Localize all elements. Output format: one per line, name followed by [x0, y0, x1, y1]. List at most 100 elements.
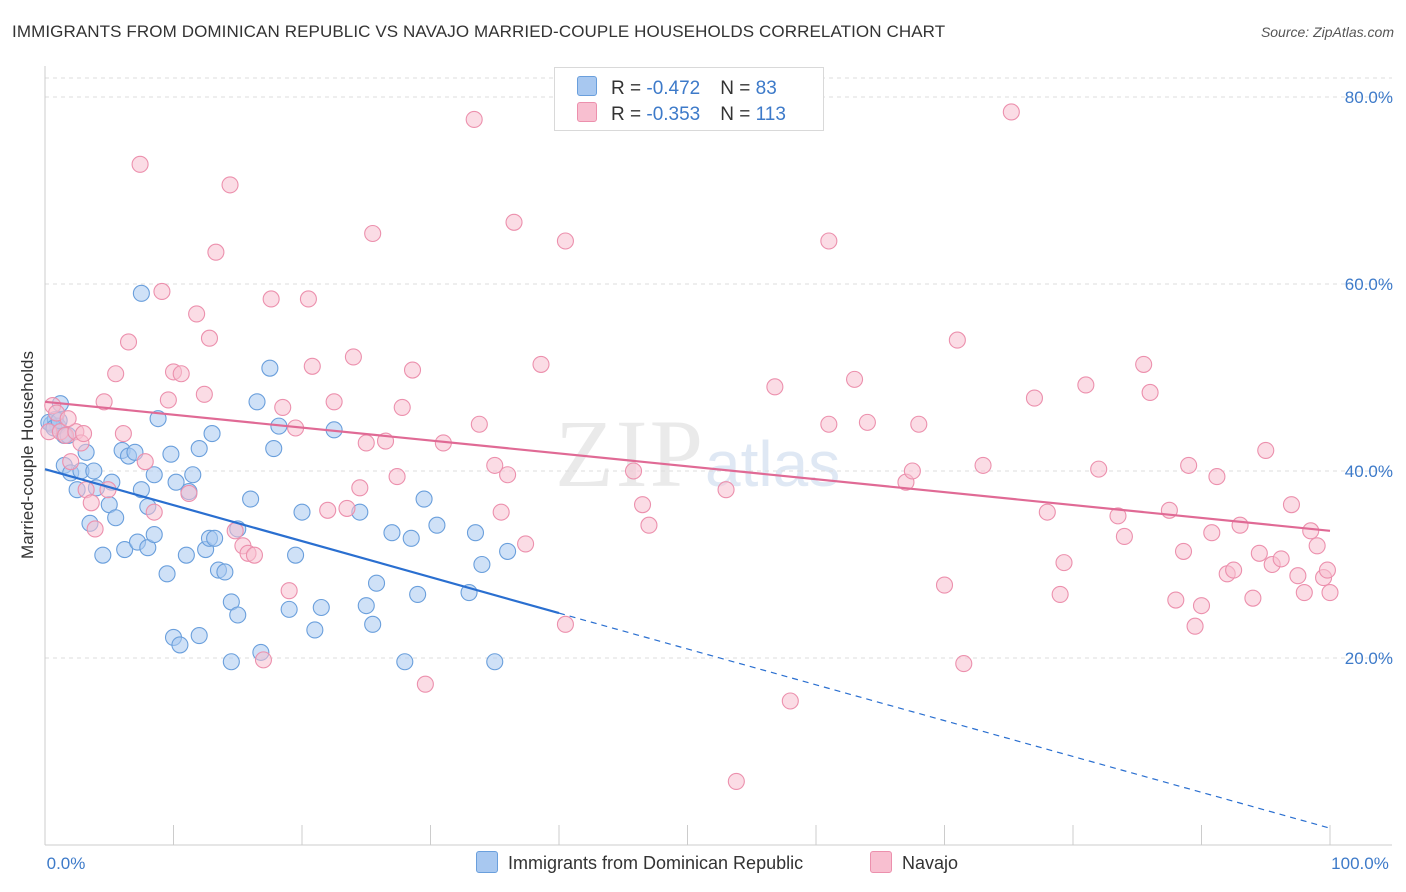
navajo-point: [319, 501, 337, 519]
navajo-point: [1250, 544, 1268, 562]
y-tick-label: 40.0%: [1345, 462, 1393, 481]
navajo-point: [153, 282, 171, 301]
navajo-point: [766, 378, 784, 396]
navajo-point: [403, 361, 422, 379]
navajo-point: [1308, 537, 1326, 555]
navajo-point: [1141, 383, 1159, 402]
series-navajo-points: [40, 103, 1339, 790]
navajo-point: [1174, 542, 1193, 560]
y-axis-label: Married-couple Households: [18, 351, 37, 559]
navajo-point: [207, 243, 225, 261]
navajo-point: [1282, 496, 1300, 514]
dominican-point: [466, 524, 485, 542]
navajo-point: [416, 675, 434, 693]
navajo-point: [935, 576, 954, 594]
navajo-point: [75, 425, 93, 443]
dominican-point: [177, 546, 195, 564]
navajo-point: [119, 333, 138, 351]
dominican-point: [261, 359, 279, 377]
legend-r-value: -0.472: [646, 78, 701, 99]
navajo-point: [200, 329, 219, 347]
navajo-point: [1295, 583, 1313, 602]
dominican-point: [293, 503, 311, 521]
legend-n-value: 83: [755, 78, 777, 99]
navajo-point: [505, 213, 523, 231]
navajo-point: [299, 290, 317, 308]
dominican-point: [312, 598, 330, 617]
watermark-zip: ZIP: [555, 400, 705, 507]
navajo-point: [245, 546, 264, 564]
dominican-point: [248, 393, 266, 411]
navajo-point: [393, 398, 411, 416]
dominican-trend-line: [44, 468, 560, 615]
navajo-point: [195, 385, 213, 403]
dominican-point: [94, 546, 112, 564]
navajo-point: [532, 355, 550, 373]
navajo-point: [344, 348, 362, 366]
navajo-point: [131, 155, 149, 173]
bottom-legend-dominican: Immigrants from Dominican Republic: [476, 851, 803, 874]
dominican-point: [190, 440, 208, 458]
navajo-point: [492, 503, 510, 521]
navajo-point: [470, 415, 488, 433]
navajo-point: [262, 290, 280, 308]
navajo-point: [1318, 561, 1336, 579]
navajo-point: [388, 468, 406, 486]
navajo-point: [633, 496, 652, 514]
dominican-point: [85, 462, 103, 480]
navajo-point: [1231, 516, 1249, 534]
navajo-point: [303, 357, 321, 375]
dominican-point: [242, 490, 260, 508]
dominican-point: [415, 490, 433, 508]
navajo-point: [86, 520, 104, 538]
navajo-point: [1203, 524, 1221, 542]
navajo-point: [1192, 597, 1211, 615]
navajo-point: [1257, 441, 1275, 459]
navajo-point: [145, 503, 163, 521]
navajo-point: [357, 434, 375, 452]
navajo-point: [1186, 617, 1204, 635]
dominican-point: [132, 284, 150, 302]
navajo-point: [226, 522, 244, 540]
dominican-point: [383, 524, 401, 542]
dominican-point: [171, 636, 189, 654]
x-tick-label: 0.0%: [47, 854, 86, 873]
dominican-point: [409, 585, 427, 603]
dominican-point: [486, 653, 504, 671]
watermark: ZIPatlas: [555, 398, 840, 509]
dominican-point: [190, 627, 208, 645]
legend-n-value: 113: [755, 104, 786, 125]
navajo-point: [62, 453, 80, 471]
dominican-point: [473, 555, 491, 574]
navajo-point: [351, 479, 369, 497]
legend-r-label: R =: [611, 104, 647, 125]
navajo-point: [820, 415, 838, 433]
dominican-point: [402, 529, 420, 547]
navajo-point: [465, 110, 483, 128]
chart-title: IMMIGRANTS FROM DOMINICAN REPUBLIC VS NA…: [12, 22, 946, 41]
navajo-point: [1225, 561, 1243, 579]
dominican-point: [396, 653, 414, 671]
source-note: Source: ZipAtlas.com: [1260, 24, 1394, 40]
dominican-point: [116, 540, 134, 559]
dominican-point: [158, 565, 176, 583]
navajo-point: [95, 393, 113, 411]
dominican-point: [145, 526, 163, 544]
x-tick-label: 100.0%: [1331, 854, 1389, 873]
navajo-point: [82, 494, 100, 512]
bottom-legend-navajo: Navajo: [870, 851, 958, 874]
navajo-trend-line: [44, 400, 1331, 532]
tick-labels: 20.0% 40.0% 60.0% 80.0% 0.0% 100.0%: [47, 88, 1393, 873]
navajo-point: [1167, 591, 1185, 609]
navajo-point: [1038, 503, 1056, 521]
navajo-point: [364, 224, 382, 243]
bottom-legend-swatch-dominican: [476, 851, 498, 873]
navajo-point: [188, 305, 206, 323]
navajo-point: [1180, 456, 1198, 474]
navajo-point: [172, 365, 190, 383]
dominican-point: [499, 542, 517, 560]
navajo-point: [114, 425, 132, 443]
navajo-point: [1321, 583, 1339, 602]
dominican-point: [206, 529, 224, 547]
